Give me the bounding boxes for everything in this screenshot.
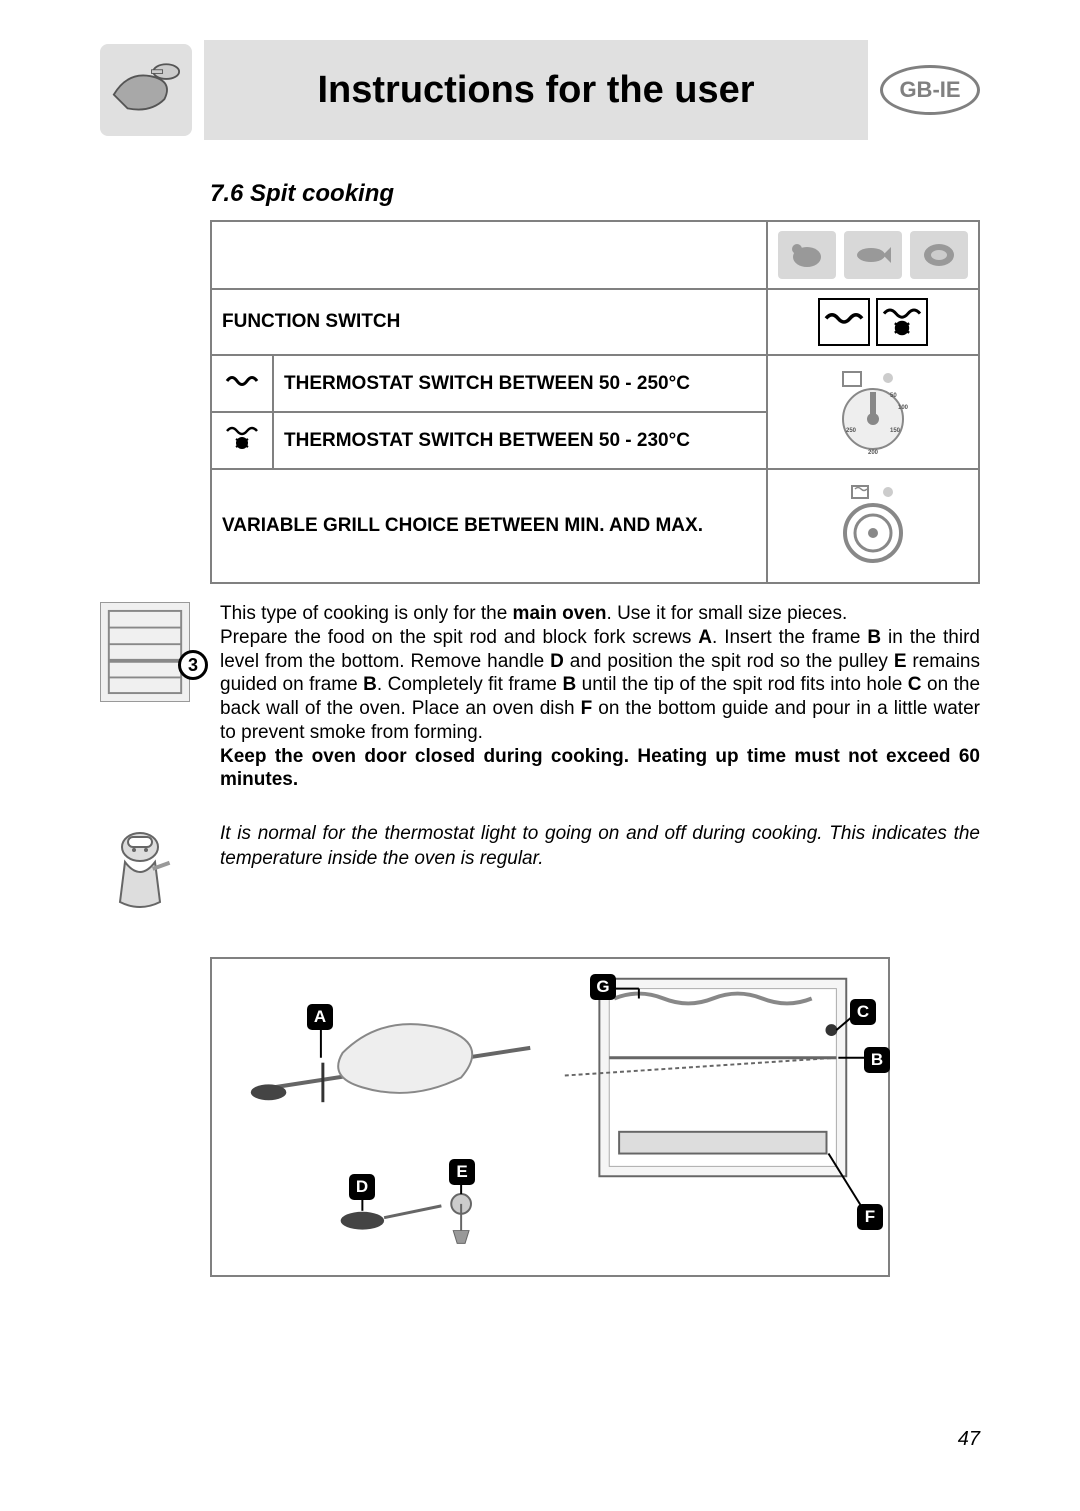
step-number-badge: 3: [178, 650, 208, 680]
instruction-text: This type of cooking is only for the mai…: [220, 602, 980, 792]
text-bold: main oven: [513, 603, 607, 624]
blank-cell: [211, 221, 767, 289]
thermostat-dial-icon: 200 250 150 100 50: [767, 355, 979, 469]
main-column: 7.6 Spit cooking: [210, 180, 980, 584]
text-span: Prepare the food on the spit rod and blo…: [220, 627, 698, 648]
food-icons-cell: [767, 221, 979, 289]
diagram-label-e: E: [449, 1159, 475, 1185]
label-ref: B: [562, 674, 576, 695]
label-ref: E: [894, 651, 907, 672]
page-title: Instructions for the user: [317, 69, 754, 112]
meat-icon: [910, 231, 968, 279]
diagram-label-g: G: [590, 974, 616, 1000]
diagram-label-b: B: [864, 1047, 890, 1073]
label-ref: B: [867, 627, 881, 648]
instruction-block: 3 This type of cooking is only for the m…: [100, 602, 980, 792]
page-root: Instructions for the user GB-IE 7.6 Spit…: [0, 0, 1080, 1511]
step-number: 3: [188, 655, 198, 676]
function-switch-icons: [767, 289, 979, 355]
grill-element-icon: [211, 355, 273, 412]
chef-spoon-icon: [100, 44, 192, 136]
spit-assembly-diagram: A G C B F D E: [210, 957, 890, 1277]
label-ref: F: [581, 698, 593, 719]
diagram-label-c: C: [850, 999, 876, 1025]
content-area: 7.6 Spit cooking: [100, 180, 980, 584]
chef-tip-icon: [100, 822, 210, 917]
language-badge: GB-IE: [880, 65, 980, 115]
thermostat-230-label: THERMOSTAT SWITCH BETWEEN 50 - 230°C: [273, 412, 767, 469]
label-ref: C: [908, 674, 922, 695]
diagram-label-d: D: [349, 1174, 375, 1200]
svg-text:150: 150: [890, 428, 901, 434]
svg-text:50: 50: [890, 393, 897, 399]
page-header: Instructions for the user GB-IE: [100, 40, 980, 140]
table-row: [211, 221, 979, 289]
table-row: FUNCTION SWITCH: [211, 289, 979, 355]
spec-table: FUNCTION SWITCH: [210, 220, 980, 584]
svg-text:200: 200: [868, 450, 879, 454]
variable-grill-label: VARIABLE GRILL CHOICE BETWEEN MIN. AND M…: [211, 469, 767, 583]
grill-fan-icon: [876, 298, 928, 346]
language-badge-text: GB-IE: [899, 77, 960, 103]
text-span: . Insert the frame: [712, 627, 867, 648]
thermostat-250-label: THERMOSTAT SWITCH BETWEEN 50 - 250°C: [273, 355, 767, 412]
grill-fan-icon: [211, 412, 273, 469]
shelf-diagram-icon: 3: [100, 602, 210, 792]
note-block: It is normal for the thermostat light to…: [100, 822, 980, 917]
fish-icon: [844, 231, 902, 279]
grill-element-icon: [818, 298, 870, 346]
page-number: 47: [958, 1428, 980, 1451]
grill-dial-icon: [767, 469, 979, 583]
label-ref: B: [363, 674, 377, 695]
svg-text:100: 100: [898, 405, 909, 411]
text-span: . Use it for small size pieces.: [607, 603, 848, 624]
text-bold: Keep the oven door closed during cooking…: [220, 746, 980, 791]
label-ref: A: [698, 627, 712, 648]
text-span: and position the spit rod so the pulley: [564, 651, 894, 672]
title-band: Instructions for the user: [204, 40, 868, 140]
svg-text:250: 250: [846, 428, 857, 434]
diagram-label-f: F: [857, 1204, 883, 1230]
poultry-icon: [778, 231, 836, 279]
table-row: THERMOSTAT SWITCH BETWEEN 50 - 250°C 200…: [211, 355, 979, 412]
note-text: It is normal for the thermostat light to…: [220, 822, 980, 871]
diagram-label-a: A: [307, 1004, 333, 1030]
left-gutter: [100, 180, 210, 584]
text-span: . Completely fit frame: [377, 674, 563, 695]
table-row: VARIABLE GRILL CHOICE BETWEEN MIN. AND M…: [211, 469, 979, 583]
section-heading: 7.6 Spit cooking: [210, 180, 980, 208]
text-span: until the tip of the spit rod fits into …: [576, 674, 908, 695]
label-ref: D: [550, 651, 564, 672]
section-number: 7.6: [210, 180, 243, 207]
text-span: This type of cooking is only for the: [220, 603, 513, 624]
section-title: Spit cooking: [250, 180, 394, 207]
function-switch-label: FUNCTION SWITCH: [211, 289, 767, 355]
